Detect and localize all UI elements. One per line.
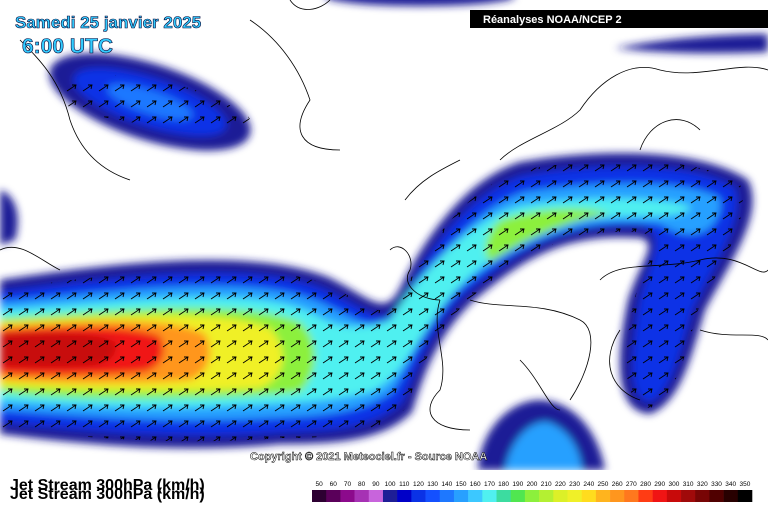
scale-swatch — [510, 490, 526, 502]
source-label: Réanalyses NOAA/NCEP 2 — [483, 14, 622, 26]
scale-label: 320 — [697, 481, 708, 488]
coastlines — [0, 0, 768, 431]
scale-label: 120 — [413, 481, 424, 488]
scale-swatch — [368, 490, 384, 502]
scale-label: 280 — [640, 481, 651, 488]
scale-swatch — [681, 490, 696, 502]
scale-label: 50 — [315, 481, 323, 488]
scale-swatch — [482, 490, 497, 502]
color-scale: 50 60 70 80 90 100 110 120 130 140 150 160 170 180 190… — [312, 481, 753, 502]
legend-title: Jet Stream 300hPa (km/h) — [10, 477, 205, 494]
scale-label: 340 — [725, 481, 736, 488]
scale-label: 250 — [598, 481, 609, 488]
scale-label: 170 — [484, 481, 495, 488]
scale-label: 160 — [470, 481, 481, 488]
scale-swatch — [425, 490, 441, 502]
scale-label: 140 — [441, 481, 452, 488]
legend-title-shadow: Jet Stream 300hPa (km/h) — [10, 486, 205, 503]
scale-swatch — [567, 490, 582, 502]
scale-label: 200 — [527, 481, 538, 488]
scale-swatch — [666, 490, 682, 502]
scale-swatch — [411, 490, 426, 502]
scale-label: 270 — [626, 481, 637, 488]
scale-swatch — [652, 490, 668, 502]
scale-swatch — [312, 490, 327, 502]
scale-label: 180 — [498, 481, 509, 488]
scale-swatch — [354, 490, 370, 502]
wind-arrows — [0, 75, 743, 442]
scale-swatch — [340, 490, 355, 502]
scale-swatch — [496, 490, 512, 502]
scale-swatch — [553, 490, 568, 502]
date-label: Samedi 25 janvier 2025 — [15, 13, 201, 32]
scale-label: 300 — [669, 481, 680, 488]
scale-label: 110 — [399, 481, 410, 488]
scale-label: 290 — [654, 481, 665, 488]
scale-label: 130 — [427, 481, 438, 488]
scale-swatch — [723, 490, 739, 502]
scale-swatch — [610, 490, 625, 502]
scale-label: 240 — [583, 481, 594, 488]
scale-swatch — [638, 490, 653, 502]
scale-swatch — [539, 490, 554, 502]
scale-swatch — [453, 490, 469, 502]
scale-label: 190 — [512, 481, 523, 488]
scale-swatch — [709, 490, 724, 502]
scale-swatch — [581, 490, 597, 502]
scale-label: 310 — [683, 481, 694, 488]
scale-label: 350 — [739, 481, 750, 488]
scale-swatch — [468, 490, 483, 502]
scale-swatch — [439, 490, 455, 502]
scale-swatch — [595, 490, 611, 502]
scale-label: 60 — [330, 481, 338, 488]
scale-swatch — [695, 490, 710, 502]
scale-label: 260 — [612, 481, 623, 488]
time-label: 6:00 UTC — [22, 35, 113, 58]
scale-swatch — [737, 490, 753, 502]
scale-label: 230 — [569, 481, 580, 488]
scale-swatch — [524, 490, 540, 502]
scale-swatch — [397, 490, 412, 502]
copyright: Copyright © 2021 Meteociel.fr - Source N… — [250, 451, 487, 463]
scale-swatch — [326, 490, 341, 502]
scale-label: 220 — [555, 481, 566, 488]
scale-label: 150 — [456, 481, 467, 488]
scale-swatch — [624, 490, 639, 502]
scale-swatch — [382, 490, 398, 502]
scale-label: 90 — [372, 481, 380, 488]
source-bar — [470, 10, 768, 28]
scale-label: 210 — [541, 481, 552, 488]
scale-label: 80 — [358, 481, 366, 488]
scale-label: 100 — [385, 481, 396, 488]
scale-label: 330 — [711, 481, 722, 488]
scale-label: 70 — [344, 481, 352, 488]
